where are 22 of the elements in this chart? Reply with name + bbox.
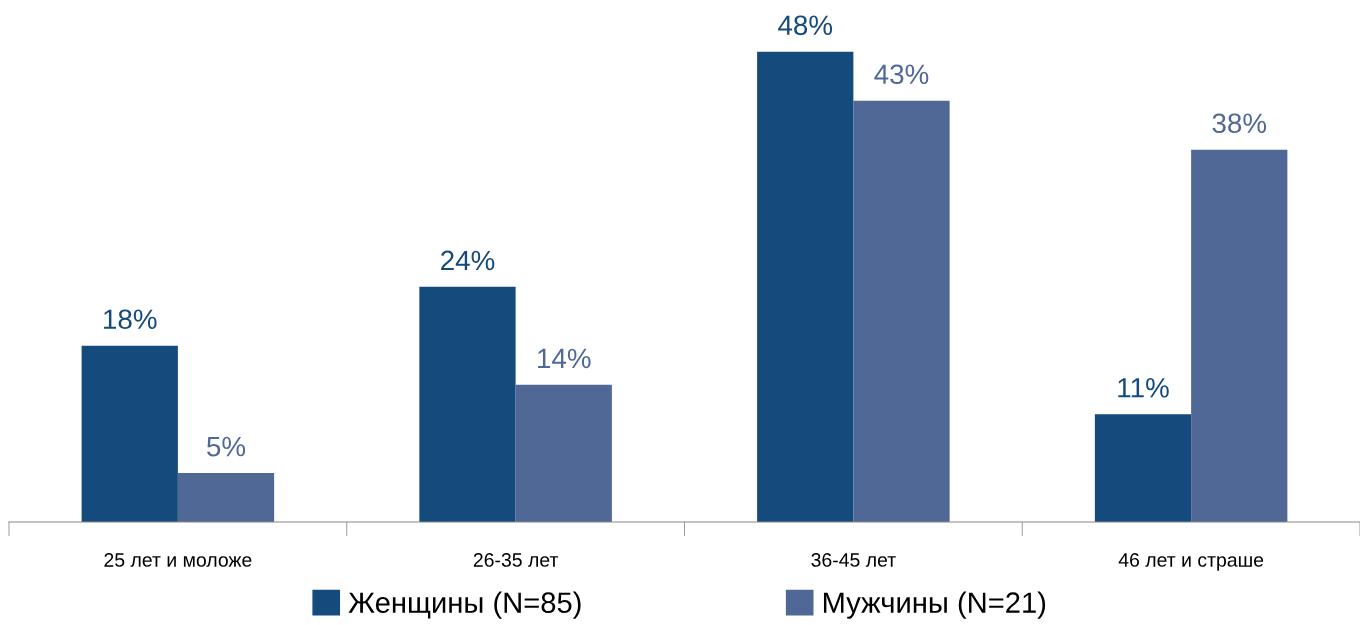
x-tick-label: 36-45 лет: [811, 553, 896, 567]
legend-label: Мужчины (N=21): [823, 591, 1046, 619]
data-label: 38%: [1212, 113, 1267, 134]
x-tick-label: 46 лет и страше: [1118, 553, 1264, 571]
bar: [177, 473, 275, 522]
x-tick-label: 25 лет и моложе: [104, 553, 252, 567]
data-label: 48%: [778, 15, 833, 36]
x-tick-label: 26-35 лет: [473, 553, 559, 567]
bar: [757, 51, 854, 522]
bar: [1094, 414, 1192, 522]
legend-label: Женщины (N=85): [348, 591, 581, 619]
data-label: 11%: [1118, 378, 1169, 398]
bar: [419, 286, 516, 522]
data-label: 24%: [441, 250, 495, 271]
data-label: 5%: [207, 436, 246, 457]
bar: [853, 100, 950, 522]
data-label: 18%: [104, 309, 157, 330]
data-label: 14%: [538, 348, 591, 369]
bar: [515, 384, 612, 522]
bar: [81, 345, 178, 522]
bar: [1191, 149, 1288, 522]
data-label: 43%: [874, 64, 929, 85]
